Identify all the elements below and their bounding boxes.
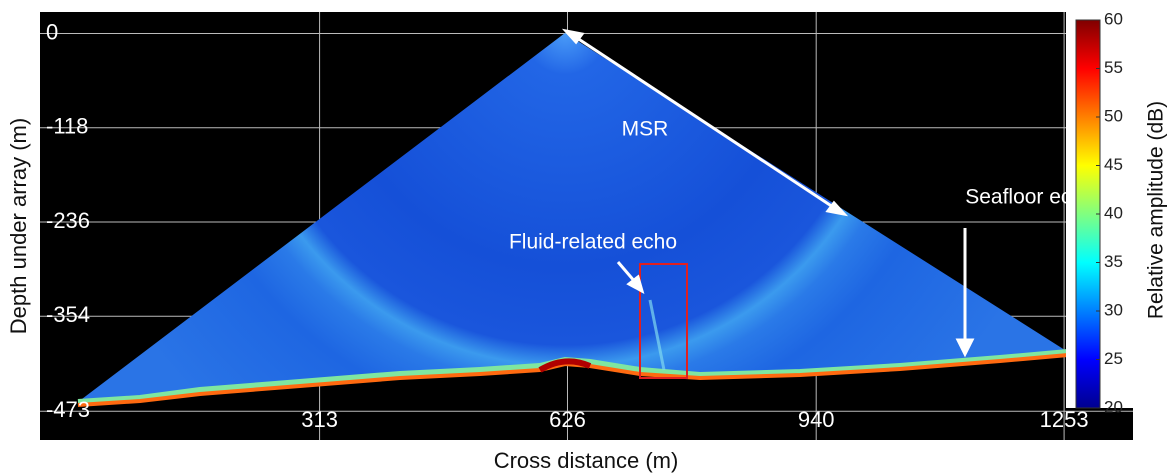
y-tick-label: 0 xyxy=(46,19,58,44)
annotation: MSR xyxy=(622,118,669,141)
x-tick-label: 1253 xyxy=(1040,407,1089,432)
x-tick-label: 940 xyxy=(798,407,835,432)
highlight-box xyxy=(639,263,688,379)
ticks: 313 626 940 1253 0 -118 -236 -354 -473 xyxy=(46,19,1089,431)
colorbar-tick-label: 30 xyxy=(1104,300,1123,319)
y-tick-label: -118 xyxy=(46,114,88,139)
colorbar-tick-label: 45 xyxy=(1104,155,1123,174)
x-tick-label: 313 xyxy=(301,407,338,432)
annotation: Fluid-related echo xyxy=(509,231,677,254)
fluid-plume xyxy=(648,299,666,371)
colorbar-tick-label: 25 xyxy=(1104,349,1123,368)
sonar-fan xyxy=(78,33,1068,402)
colorbar: 20 25 30 35 40 45 50 55 60 xyxy=(1075,9,1123,416)
y-axis-title: Depth under array (m) xyxy=(6,118,31,334)
colorbar-tick-label: 60 xyxy=(1104,9,1123,28)
x-tick-label: 626 xyxy=(549,407,586,432)
annotation: Seafloor echo xyxy=(965,186,1095,209)
colorbar-tick-label: 20 xyxy=(1104,397,1123,416)
colorbar-tick-label: 40 xyxy=(1104,203,1123,222)
colorbar-tick-label: 35 xyxy=(1104,252,1123,271)
y-tick-label: -354 xyxy=(46,302,90,327)
arrows xyxy=(561,28,975,358)
colorbar-title: Relative amplitude (dB) xyxy=(1145,101,1168,319)
seafloor-peak xyxy=(538,358,592,373)
y-tick-label: -473 xyxy=(46,397,90,422)
y-tick-label: -236 xyxy=(46,208,90,233)
colorbar-tick-label: 55 xyxy=(1104,58,1123,77)
colorbar-tick-label: 50 xyxy=(1104,106,1123,125)
x-axis-title: Cross distance (m) xyxy=(494,448,679,473)
